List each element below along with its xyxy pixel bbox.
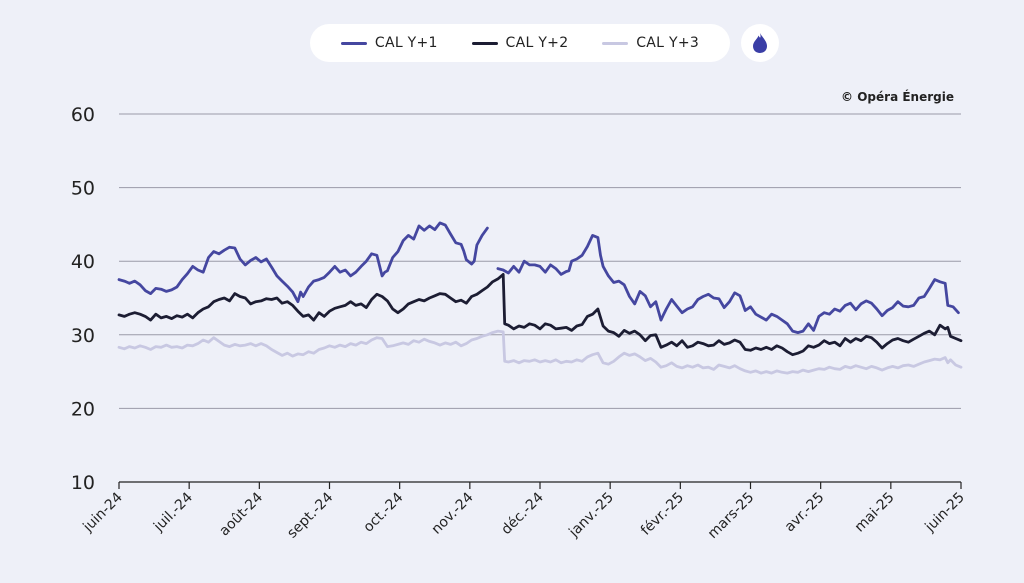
legend-item-cal-y3[interactable]: CAL Y+3 bbox=[602, 35, 699, 51]
x-tick-label: févr.-25 bbox=[638, 490, 687, 539]
x-tick-label: août-24 bbox=[216, 489, 266, 539]
x-tick-label: janv.-25 bbox=[565, 490, 617, 542]
x-tick-label: oct.-24 bbox=[360, 489, 406, 535]
legend-swatch-cal-y2 bbox=[471, 41, 498, 45]
y-tick-label: 40 bbox=[71, 251, 95, 273]
x-tick-label: avr.-25 bbox=[782, 490, 828, 536]
flame-badge bbox=[741, 24, 779, 62]
legend-label-cal-y1: CAL Y+1 bbox=[374, 35, 438, 51]
x-tick-label: mars-25 bbox=[705, 490, 757, 542]
flame-icon bbox=[753, 33, 767, 53]
x-tick-label: sept.-24 bbox=[284, 489, 336, 541]
y-tick-label: 50 bbox=[71, 178, 95, 200]
legend: CAL Y+1 CAL Y+2 CAL Y+3 bbox=[310, 24, 730, 62]
y-tick-label: 20 bbox=[71, 398, 95, 420]
series-line-cal-y-1-0 bbox=[117, 221, 489, 304]
x-tick-label: juin-24 bbox=[80, 489, 126, 535]
legend-item-cal-y1[interactable]: CAL Y+1 bbox=[340, 35, 438, 51]
series-line-cal-y-3-0 bbox=[117, 329, 963, 375]
legend-label-cal-y2: CAL Y+2 bbox=[505, 35, 569, 51]
copyright-credit: © Opéra Énergie bbox=[841, 90, 954, 104]
series-line-cal-y-1-1 bbox=[496, 234, 960, 334]
legend-item-cal-y2[interactable]: CAL Y+2 bbox=[471, 35, 569, 51]
legend-swatch-cal-y3 bbox=[602, 41, 629, 45]
y-tick-label: 30 bbox=[71, 325, 95, 347]
x-tick-label: juil.-24 bbox=[150, 489, 196, 535]
series-line-cal-y-2-0 bbox=[117, 273, 963, 357]
x-tick-label: mai-25 bbox=[852, 490, 898, 536]
x-tick-label: juin-25 bbox=[922, 490, 968, 536]
y-tick-label: 10 bbox=[71, 472, 95, 494]
legend-label-cal-y3: CAL Y+3 bbox=[636, 35, 700, 51]
legend-swatch-cal-y1 bbox=[340, 41, 367, 45]
x-tick-label: nov.-24 bbox=[429, 489, 477, 537]
y-tick-label: 60 bbox=[71, 104, 95, 126]
x-tick-label: déc.-24 bbox=[498, 489, 547, 538]
